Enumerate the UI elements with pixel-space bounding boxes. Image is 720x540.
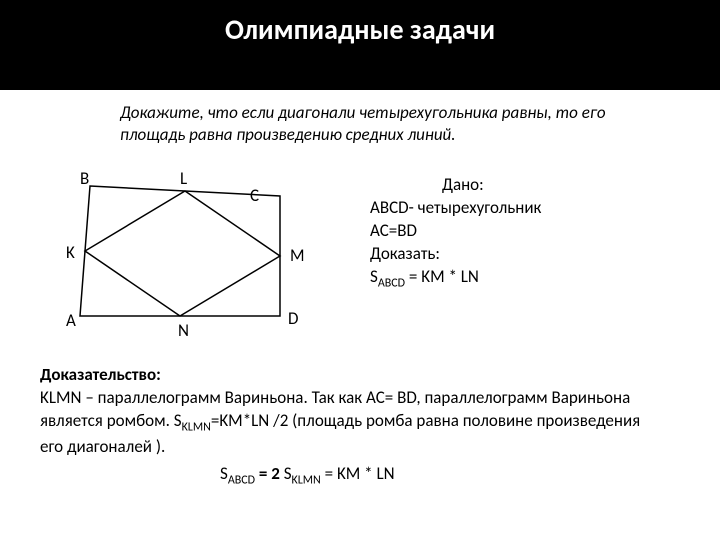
proof-line-1: KLMN – параллелограмм Вариньона. Так как… (40, 387, 690, 410)
title-header: Олимпиадные задачи (0, 0, 720, 90)
content-row: B L C M D N A K Дано: ABCD- четырехугольник AC=… (0, 156, 720, 346)
final-sub1: ABCD (228, 473, 255, 487)
diagram-column: B L C M D N A K (50, 166, 330, 346)
prove-expression: SABCD = KM * LN (370, 266, 690, 292)
final-sub2: KLMN (292, 473, 321, 487)
svg-text:D: D (288, 308, 298, 329)
svg-text:B: B (80, 168, 89, 189)
given-title: Дано: (370, 174, 690, 197)
page-title: Олимпиадные задачи (225, 12, 495, 47)
problem-statement: Докажите, что если диагонали четырехугол… (0, 90, 720, 156)
svg-text:L: L (180, 168, 187, 189)
svg-text:A: A (66, 310, 76, 331)
final-eq: = 2 (255, 463, 284, 484)
proof-line-2: является ромбом. SKLMN=KM*LN /2 (площадь… (40, 410, 690, 436)
svg-text:N: N (178, 320, 189, 341)
svg-text:K: K (66, 242, 75, 263)
final-post: = KM * LN (321, 463, 395, 484)
proof-l2a: является ромбом. S (40, 410, 182, 431)
proof-title: Доказательство: (40, 364, 690, 387)
final-s2: S (284, 463, 292, 484)
prove-rhs: = KM * LN (405, 266, 479, 287)
proof-line-3: его диагоналей ). (40, 436, 690, 459)
problem-text: Докажите, что если диагонали четырехугол… (120, 102, 606, 145)
prove-s: S (370, 266, 378, 287)
prove-sub: ABCD (378, 276, 405, 290)
svg-text:C: C (250, 185, 259, 206)
final-bold: = 2 (259, 463, 280, 484)
proof-l2b: =KM*LN /2 (площадь ромба равна половине … (211, 410, 640, 431)
given-line-2: AC=BD (370, 220, 690, 243)
final-s1: S (220, 463, 228, 484)
proof-section: Доказательство: KLMN – параллелограмм Ва… (0, 346, 720, 488)
svg-text:M: M (290, 245, 305, 266)
proof-l2-sub: KLMN (182, 420, 211, 434)
given-column: Дано: ABCD- четырехугольник AC=BD Доказа… (370, 166, 690, 346)
given-line-1: ABCD- четырехугольник (370, 197, 690, 220)
prove-label: Доказать: (370, 243, 690, 266)
geometry-diagram: B L C M D N A K (50, 166, 330, 346)
proof-final-line: SABCD = 2 SKLMN = KM * LN (40, 459, 690, 489)
